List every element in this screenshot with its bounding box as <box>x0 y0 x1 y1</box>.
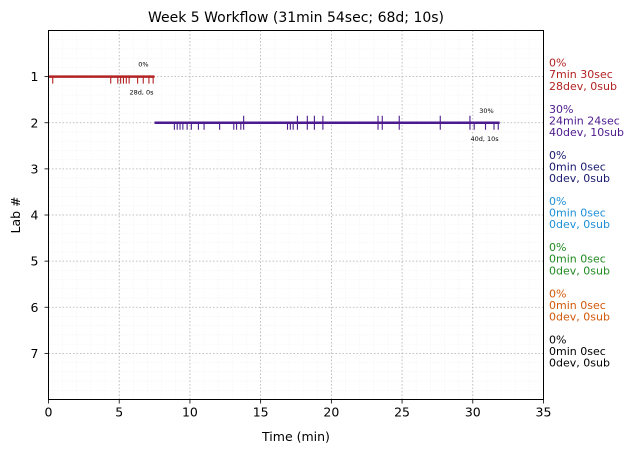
summary-label-lab-7: 0dev, 0sub <box>549 357 610 370</box>
summary-label-lab-6: 0% <box>549 287 566 300</box>
summary-label-lab-3: 0dev, 0sub <box>549 172 610 185</box>
summary-label-lab-1: 7min 30sec <box>549 68 613 81</box>
y-tick-label: 3 <box>31 161 39 176</box>
summary-label-lab-2: 40dev, 10sub <box>549 126 624 139</box>
summary-label-lab-5: 0dev, 0sub <box>549 264 610 277</box>
summary-label-lab-1: 0% <box>549 57 566 70</box>
x-tick-label: 25 <box>394 405 410 420</box>
y-tick-label: 1 <box>31 69 39 84</box>
x-tick-label: 15 <box>253 405 269 420</box>
x-tick-label: 5 <box>115 405 123 420</box>
x-tick-label: 30 <box>465 405 481 420</box>
ticks-layer: 0 5 10 15 20 25 30 35 1 2 3 4 5 6 7 <box>31 69 552 419</box>
summary-label-lab-1: 28dev, 0sub <box>549 80 617 93</box>
summary-label-lab-5: 0min 0sec <box>549 253 606 266</box>
summary-label-lab-7: 0% <box>549 333 566 346</box>
counts-label-lab-1: 28d, 0s <box>130 89 155 97</box>
x-tick-label: 35 <box>536 405 552 420</box>
y-tick-label: 7 <box>31 346 39 361</box>
summary-label-lab-2: 30% <box>549 103 573 116</box>
percent-label-lab-2: 30% <box>479 107 493 115</box>
summary-label-lab-4: 0dev, 0sub <box>549 218 610 231</box>
y-tick-label: 6 <box>31 300 39 315</box>
counts-label-lab-2: 40d, 10s <box>470 135 499 143</box>
chart-title: Week 5 Workflow (31min 54sec; 68d; 10s) <box>148 10 444 26</box>
x-tick-label: 10 <box>182 405 198 420</box>
summary-label-lab-3: 0min 0sec <box>549 160 606 173</box>
x-axis-label: Time (min) <box>261 429 330 444</box>
summary-label-lab-4: 0% <box>549 195 566 208</box>
y-tick-label: 2 <box>31 115 39 130</box>
series-layer: 0% 28d, 0s 30% 40d, 10s <box>48 61 500 143</box>
y-axis-label: Lab # <box>8 196 23 233</box>
y-tick-label: 5 <box>31 254 39 269</box>
summary-label-lab-6: 0dev, 0sub <box>549 310 610 323</box>
x-tick-label: 0 <box>45 405 53 420</box>
summary-label-lab-2: 24min 24sec <box>549 114 620 127</box>
summary-label-lab-7: 0min 0sec <box>549 345 606 358</box>
grid <box>48 30 544 400</box>
summary-label-lab-6: 0min 0sec <box>549 299 606 312</box>
summary-label-lab-3: 0% <box>549 149 566 162</box>
x-tick-label: 20 <box>323 405 339 420</box>
percent-label-lab-1: 0% <box>138 61 148 69</box>
y-tick-label: 4 <box>31 208 39 223</box>
summary-label-lab-4: 0min 0sec <box>549 207 606 220</box>
summary-label-lab-5: 0% <box>549 241 566 254</box>
